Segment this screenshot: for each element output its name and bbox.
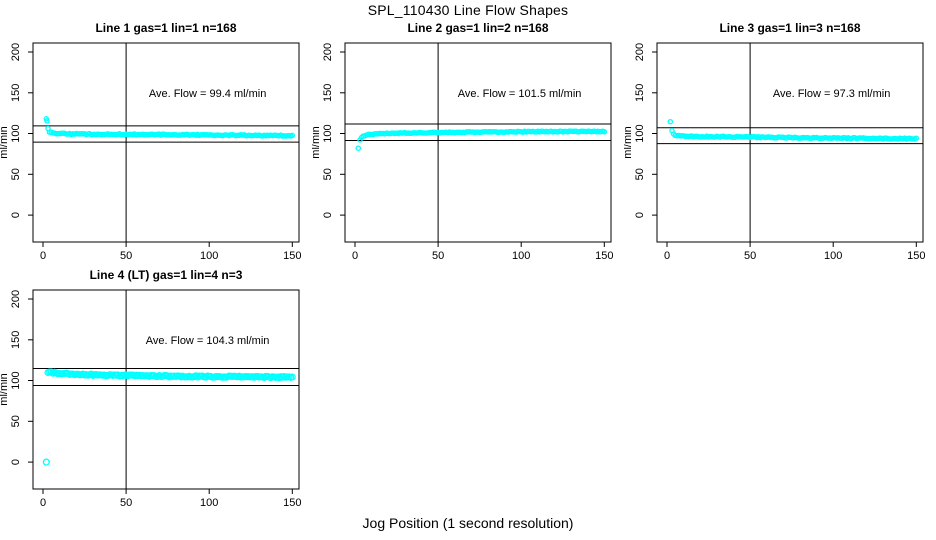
line-3-chart: 0 50 100 150 0 50 100 150 200 ml/min Ave. Flow = 9… <box>624 42 925 262</box>
data-points <box>42 368 296 466</box>
x-tick-label: 150 <box>283 250 301 262</box>
y-tick-label: 100 <box>322 124 334 142</box>
y-tick-label: 50 <box>322 168 334 180</box>
panel-title: Line 3 gas=1 lin=3 n=168 <box>719 21 861 35</box>
x-tick-label: 50 <box>120 250 132 262</box>
y-axis-title: ml/min <box>624 126 634 158</box>
plot-box <box>32 42 300 243</box>
y-tick-label: 0 <box>634 212 646 218</box>
ave-flow-annotation: Ave. Flow = 101.5 ml/min <box>458 88 582 100</box>
y-axis-title: ml/min <box>0 373 10 405</box>
x-tick-label: 50 <box>432 250 444 262</box>
line-2-chart: 0 50 100 150 0 50 100 150 200 ml/min Ave. Flow = 1… <box>312 42 613 262</box>
plot-box <box>656 42 924 243</box>
x-tick-label: 0 <box>40 497 46 509</box>
x-tick-label: 0 <box>664 250 670 262</box>
empty-cell <box>312 265 624 512</box>
panel-line-1: Line 1 gas=1 lin=1 n=168 0 50 100 150 0 50 100… <box>0 18 312 265</box>
y-tick-label: 50 <box>10 168 22 180</box>
y-tick-label: 150 <box>10 84 22 102</box>
x-tick-label: 50 <box>744 250 756 262</box>
x-tick-label: 0 <box>40 250 46 262</box>
y-tick-label: 150 <box>10 331 22 349</box>
panel-title: Line 2 gas=1 lin=2 n=168 <box>407 21 549 35</box>
x-tick-label: 50 <box>120 497 132 509</box>
panel-line-2: Line 2 gas=1 lin=2 n=168 0 50 100 150 0 50 100… <box>312 18 624 265</box>
plot-box <box>32 289 300 490</box>
y-tick-label: 50 <box>634 168 646 180</box>
y-tick-label: 200 <box>10 43 22 61</box>
y-tick-label: 100 <box>10 371 22 389</box>
y-tick-label: 150 <box>634 84 646 102</box>
x-tick-label: 150 <box>907 250 925 262</box>
line-1-chart: 0 50 100 150 0 50 100 150 200 ml/min Ave. Flow = 9… <box>0 42 301 262</box>
line-4-chart: 0 50 100 150 0 50 100 150 200 ml/min Ave. Flow = 1… <box>0 289 301 509</box>
y-tick-label: 100 <box>634 124 646 142</box>
ave-flow-annotation: Ave. Flow = 104.3 ml/min <box>146 335 270 347</box>
y-tick-label: 100 <box>10 124 22 142</box>
panel-line-4: Line 4 (LT) gas=1 lin=4 n=3 0 50 100 150 0 50… <box>0 265 312 512</box>
x-tick-label: 0 <box>352 250 358 262</box>
figure-title: SPL_110430 Line Flow Shapes <box>367 2 569 18</box>
y-tick-label: 0 <box>10 459 22 465</box>
panel-title: Line 1 gas=1 lin=1 n=168 <box>95 21 237 35</box>
x-tick-label: 100 <box>824 250 842 262</box>
panel-grid: Line 1 gas=1 lin=1 n=168 0 50 100 150 0 50 100… <box>0 18 936 512</box>
empty-cell <box>624 265 936 512</box>
y-tick-label: 0 <box>10 212 22 218</box>
y-tick-label: 200 <box>10 290 22 308</box>
y-tick-label: 0 <box>322 212 334 218</box>
y-tick-label: 200 <box>634 43 646 61</box>
y-tick-label: 200 <box>322 43 334 61</box>
data-points <box>355 128 608 151</box>
panel-line-3: Line 3 gas=1 lin=3 n=168 0 50 100 150 0 50 100… <box>624 18 936 265</box>
x-tick-label: 100 <box>200 497 218 509</box>
x-axis-label: Jog Position (1 second resolution) <box>362 515 574 531</box>
y-axis-title: ml/min <box>0 126 10 158</box>
x-tick-label: 150 <box>283 497 301 509</box>
x-tick-label: 100 <box>512 250 530 262</box>
y-axis-title: ml/min <box>312 126 322 158</box>
x-tick-label: 150 <box>595 250 613 262</box>
plot-box <box>344 42 612 243</box>
y-tick-label: 50 <box>10 415 22 427</box>
x-tick-label: 100 <box>200 250 218 262</box>
ave-flow-annotation: Ave. Flow = 99.4 ml/min <box>149 88 266 100</box>
data-points <box>667 118 920 142</box>
y-tick-label: 150 <box>322 84 334 102</box>
data-points <box>43 116 296 139</box>
panel-title: Line 4 (LT) gas=1 lin=4 n=3 <box>89 268 243 282</box>
ave-flow-annotation: Ave. Flow = 97.3 ml/min <box>773 88 890 100</box>
